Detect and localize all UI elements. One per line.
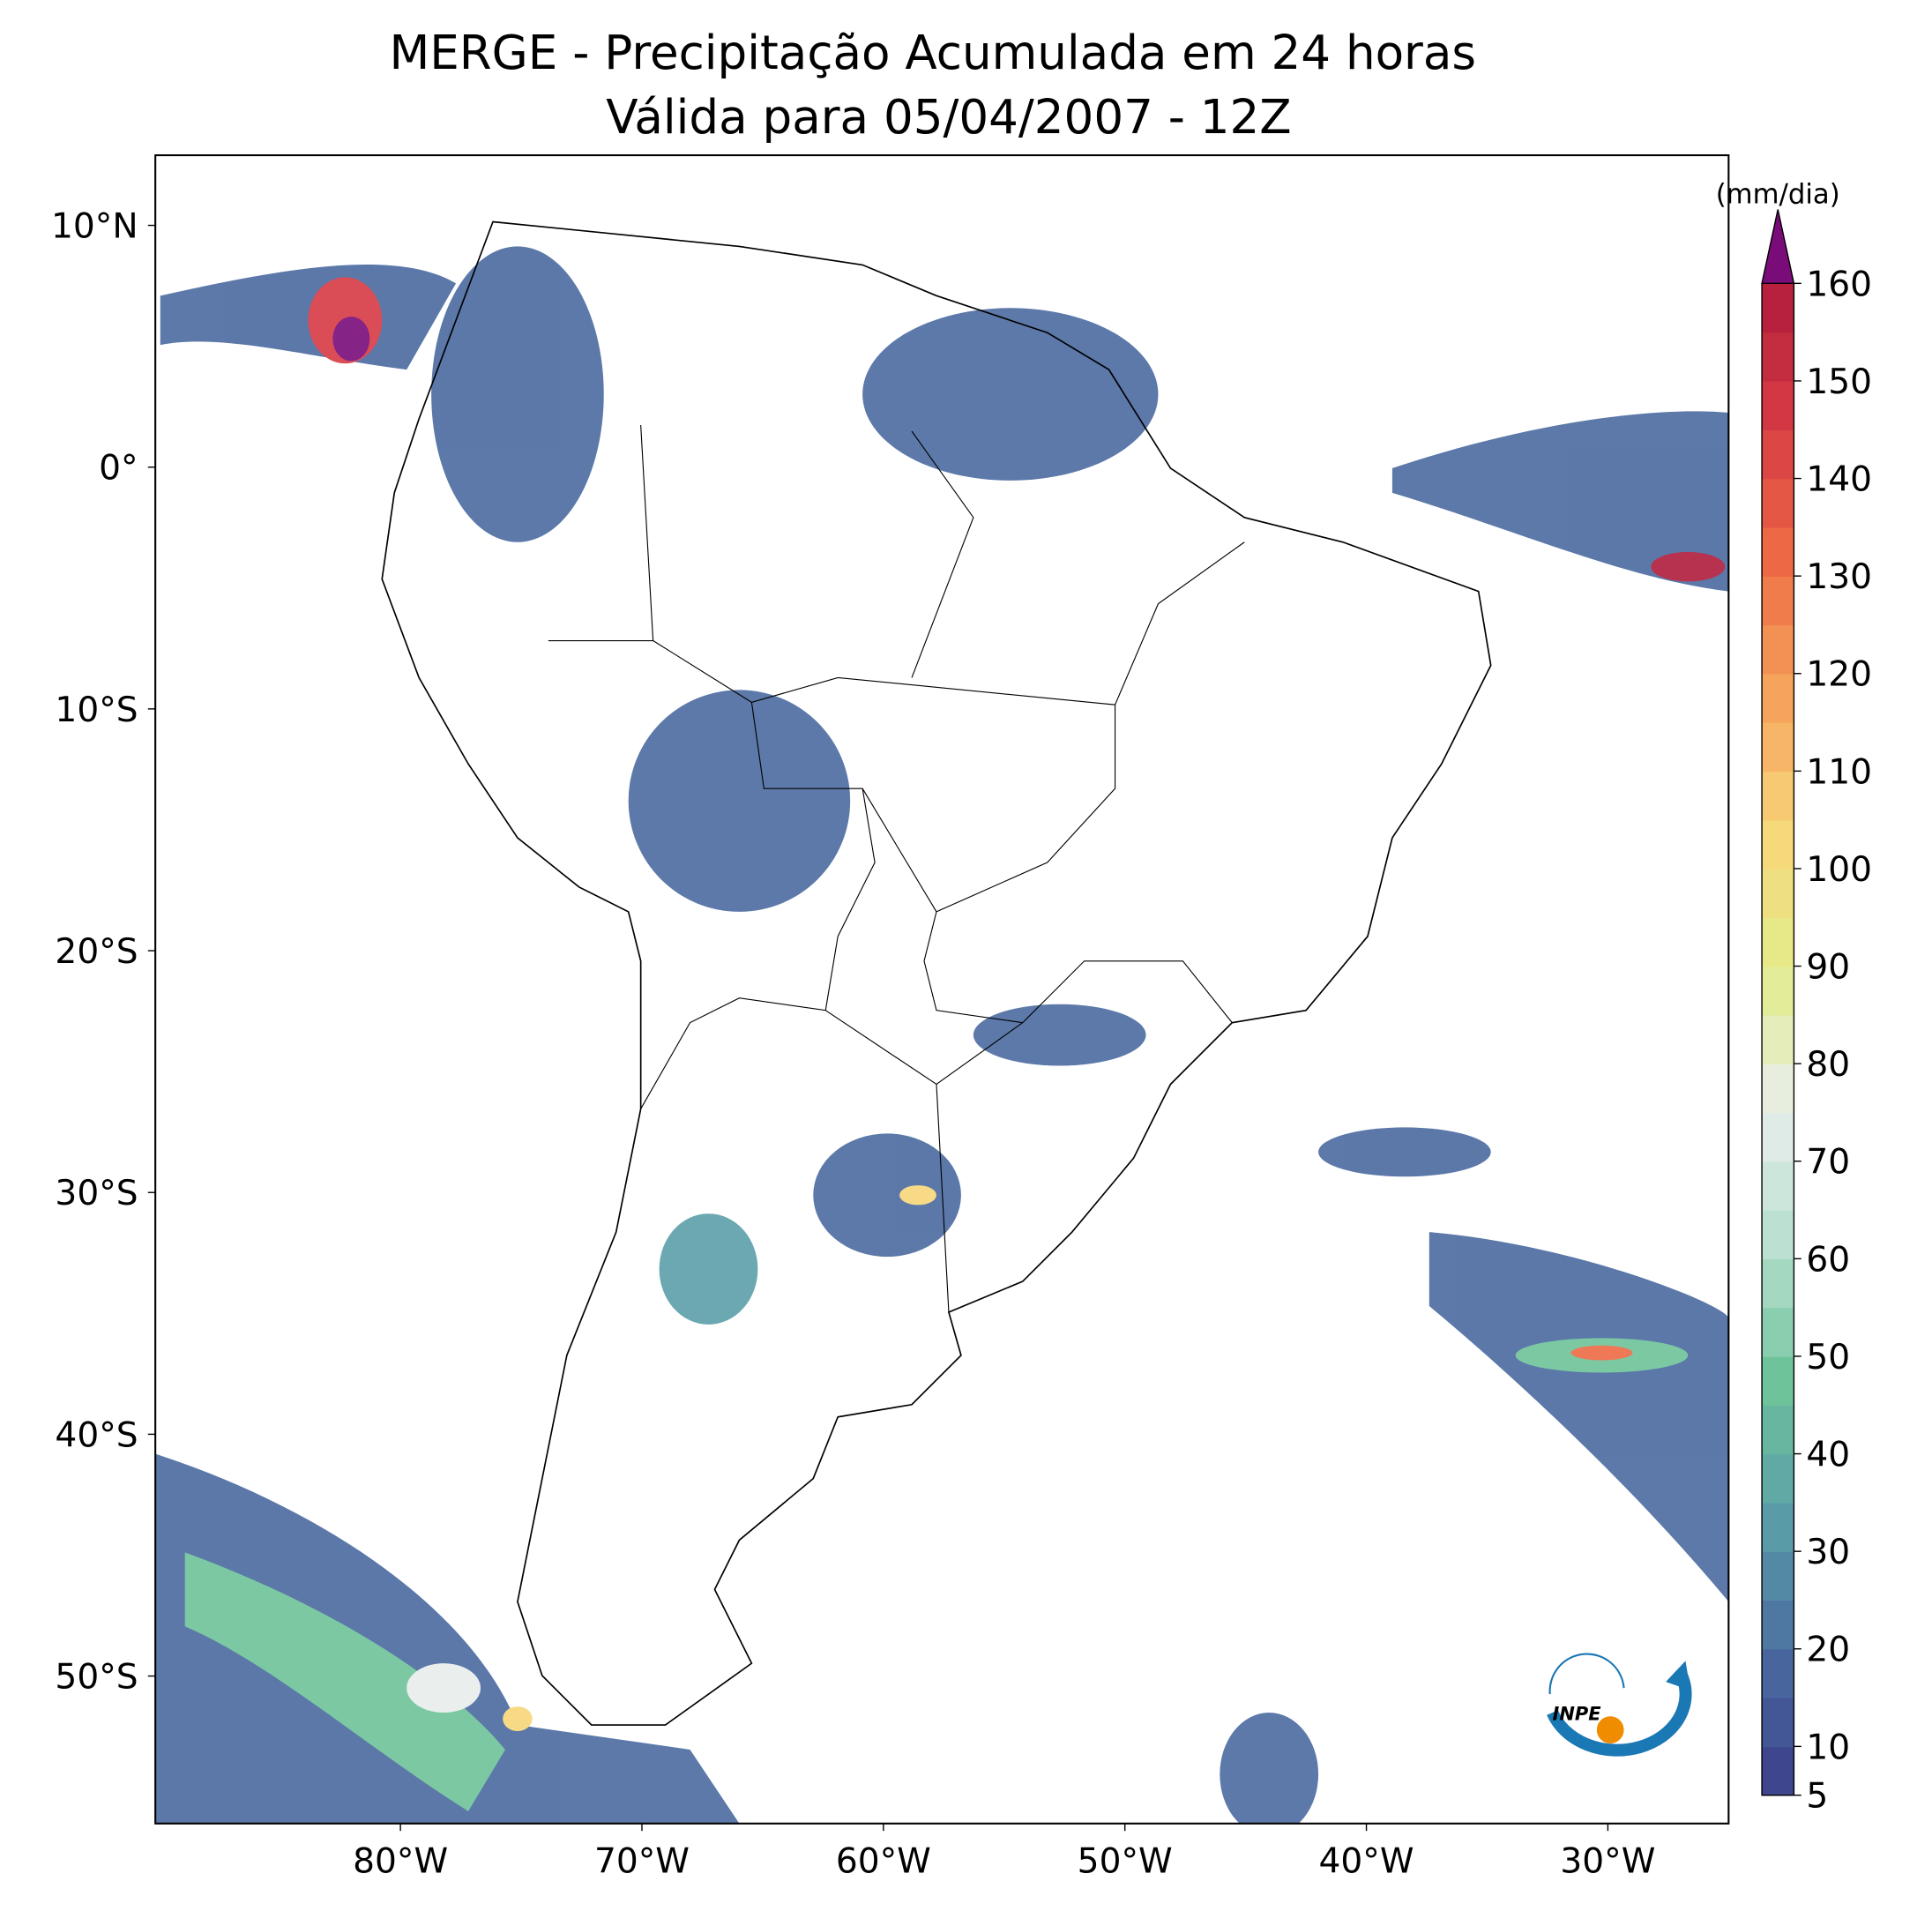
colorbar-segment	[1762, 1746, 1794, 1796]
colorbar: 5 10 20 30 40 50 60 70 80 90 100 110 120 130 140 150 160…	[1716, 179, 1872, 1817]
x-tick-label: 70°W	[594, 1842, 690, 1882]
y-tick-label: 10°S	[55, 690, 138, 730]
colorbar-segment	[1762, 771, 1794, 821]
map-frame	[154, 153, 1730, 1825]
colorbar-tick-label: 70	[1806, 1143, 1850, 1183]
colorbar-tick-label: 60	[1806, 1240, 1850, 1280]
colorbar-tick-label: 80	[1806, 1045, 1850, 1085]
colorbar-segment	[1762, 966, 1794, 1016]
y-tick-label: 0°	[99, 449, 138, 489]
colorbar-segment	[1762, 1112, 1794, 1162]
colorbar-segment	[1762, 283, 1794, 333]
colorbar-segment	[1762, 868, 1794, 918]
colorbar-segment	[1762, 1698, 1794, 1748]
colorbar-segment	[1762, 1405, 1794, 1455]
axes: 80°W 70°W 60°W 50°W 40°W 30°W 10°N 0° 10°S 20°S 30…	[51, 207, 1655, 1882]
colorbar-segment	[1762, 1355, 1794, 1406]
colorbar-segment	[1762, 722, 1794, 773]
colorbar-segment	[1762, 624, 1794, 675]
logo-arrow	[1666, 1661, 1691, 1691]
colorbar-unit: (mm/dia)	[1716, 179, 1840, 211]
y-tick-label: 40°S	[55, 1415, 138, 1455]
colorbar-segment	[1762, 1014, 1794, 1064]
title: MERGE - Precipitação Acumulada em 24 hor…	[389, 26, 1476, 80]
map-area: INPE	[155, 155, 1729, 1824]
colorbar-segment	[1762, 429, 1794, 480]
colorbar-segment	[1762, 1502, 1794, 1552]
colorbar-segment	[1762, 380, 1794, 430]
subtitle: Válida para 05/04/2007 - 12Z	[606, 90, 1291, 145]
continent-outline	[381, 220, 1492, 1726]
x-tick-label: 30°W	[1560, 1842, 1655, 1882]
y-tick-label: 10°N	[51, 207, 138, 247]
colorbar-tick-label: 150	[1806, 362, 1872, 402]
colorbar-segment	[1762, 1161, 1794, 1211]
colorbar-tick-label: 20	[1806, 1631, 1850, 1670]
logo-text: INPE	[1553, 1703, 1602, 1724]
colorbar-segment	[1762, 526, 1794, 577]
y-tick-label: 30°S	[55, 1174, 138, 1213]
colorbar-segment	[1762, 1064, 1794, 1114]
colorbar-tick-label: 5	[1806, 1777, 1828, 1817]
colorbar-segment	[1762, 478, 1794, 528]
x-tick-label: 60°W	[836, 1842, 931, 1882]
logo: INPE	[1537, 1614, 1709, 1793]
colorbar-tick-label: 90	[1806, 948, 1850, 988]
colorbar-tick-label: 110	[1806, 752, 1872, 792]
x-tick-label: 80°W	[353, 1842, 448, 1882]
colorbar-segment	[1762, 1600, 1794, 1650]
colorbar-tick-label: 120	[1806, 655, 1872, 695]
y-tick-label: 20°S	[55, 932, 138, 972]
colorbar-segment	[1762, 673, 1794, 723]
colorbar-tick-label: 130	[1806, 557, 1872, 597]
colorbar-extend	[1761, 209, 1795, 285]
logo-sun	[1596, 1716, 1624, 1743]
colorbar-segment	[1762, 1258, 1794, 1309]
country-borders	[548, 424, 1245, 1313]
x-tick-label: 50°W	[1078, 1842, 1173, 1882]
y-tick-label: 50°S	[55, 1658, 138, 1698]
colorbar-segment	[1762, 1648, 1794, 1698]
colorbar-tick-label: 40	[1806, 1436, 1850, 1475]
colorbar-segment	[1762, 332, 1794, 382]
colorbar-tick-label: 50	[1806, 1338, 1850, 1377]
colorbar-tick-label: 10	[1806, 1728, 1850, 1767]
colorbar-segment	[1762, 819, 1794, 870]
logo-arc	[1547, 1673, 1692, 1757]
colorbar-segment	[1762, 1551, 1794, 1601]
colorbar-segment	[1762, 917, 1794, 967]
colorbar-tick-label: 160	[1806, 265, 1872, 304]
precipitation-field	[155, 246, 1729, 1824]
logo-orbit	[1548, 1653, 1625, 1695]
x-tick-label: 40°W	[1319, 1842, 1414, 1882]
colorbar-tick-label: 30	[1806, 1533, 1850, 1572]
colorbar-tick-label: 100	[1806, 850, 1872, 890]
colorbar-segment	[1762, 1453, 1794, 1504]
colorbar-frame	[1761, 283, 1795, 1796]
colorbar-tick-label: 140	[1806, 460, 1872, 500]
colorbar-segment	[1762, 576, 1794, 626]
colorbar-segment	[1762, 1210, 1794, 1260]
colorbar-segment	[1762, 1307, 1794, 1357]
